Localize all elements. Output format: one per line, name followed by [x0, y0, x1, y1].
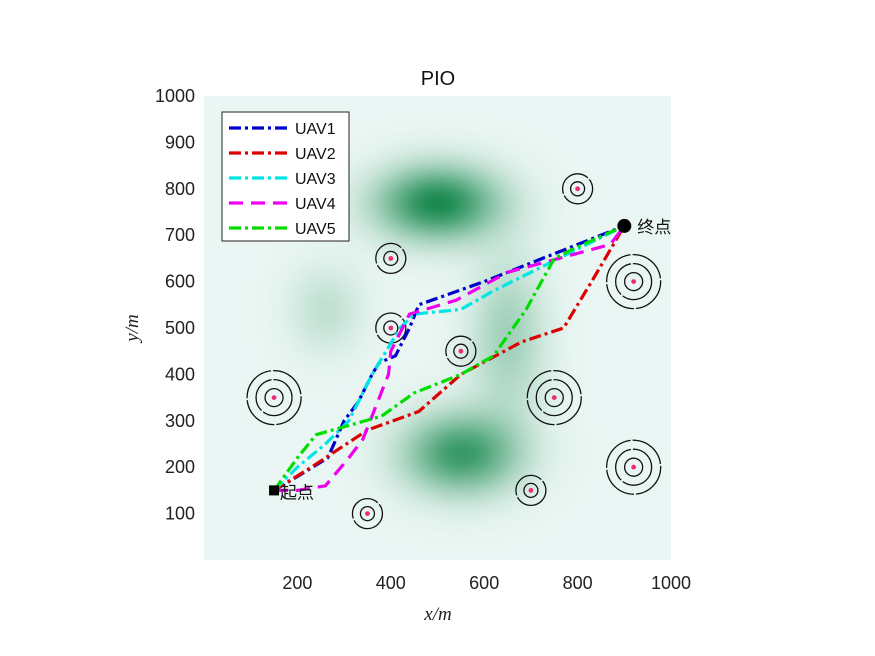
- threat-ring: [246, 369, 302, 426]
- path-uav4: [274, 224, 626, 492]
- legend-item: UAV3: [229, 171, 336, 188]
- start-marker: [269, 485, 280, 496]
- threat-center: [458, 348, 464, 354]
- path-uav3: [272, 224, 626, 492]
- threat-ring: [445, 335, 477, 367]
- x-tick-label: 600: [469, 573, 499, 593]
- threat-ring: [569, 181, 586, 197]
- threat-ring: [535, 378, 573, 417]
- threat-zone: [605, 253, 662, 310]
- threat-ring: [561, 173, 594, 205]
- threat-ring: [351, 497, 384, 530]
- threat-ring: [605, 253, 662, 310]
- threat-zone: [561, 173, 594, 205]
- threat-center: [575, 186, 580, 192]
- threat-ring: [383, 320, 399, 336]
- threat-zone: [526, 369, 582, 426]
- threat-center: [365, 511, 370, 516]
- threat-zone: [246, 369, 302, 426]
- legend-label: UAV4: [295, 196, 336, 213]
- legend-item: UAV2: [229, 146, 336, 163]
- threat-ring: [526, 369, 582, 426]
- legend: UAV1 UAV2 UAV3 UAV4 UAV5: [221, 111, 350, 242]
- threat-ring: [515, 474, 547, 507]
- threat-ring: [375, 242, 407, 275]
- y-tick-label: 900: [165, 132, 195, 152]
- y-tick-label: 300: [165, 411, 195, 431]
- threat-center: [388, 256, 394, 261]
- y-tick-label: 700: [165, 225, 195, 245]
- threat-center: [528, 488, 534, 493]
- chart-title: PIO: [421, 68, 455, 90]
- start-label: 起点: [280, 483, 314, 503]
- threat-ring: [255, 378, 293, 417]
- y-tick-label: 600: [165, 272, 195, 292]
- legend-label: UAV1: [295, 121, 336, 138]
- threat-ring: [359, 505, 376, 522]
- threat-zone: [351, 497, 384, 530]
- y-tick-label: 200: [165, 457, 195, 477]
- threat-ring: [544, 387, 564, 408]
- y-axis-ticks: 100 200 300 400 500 600 700 800 900 1000: [155, 86, 195, 524]
- end-marker: [617, 218, 632, 233]
- legend-item: UAV5: [229, 221, 336, 238]
- y-tick-label: 400: [165, 364, 195, 384]
- path-uav2: [273, 225, 626, 492]
- threat-zone: [375, 242, 407, 275]
- x-tick-label: 200: [282, 573, 312, 593]
- legend-label: UAV2: [295, 146, 336, 163]
- legend-label: UAV5: [295, 221, 336, 238]
- y-axis-label: y/m: [122, 314, 143, 343]
- threat-center: [271, 395, 277, 400]
- threat-center: [551, 395, 557, 400]
- threat-ring: [614, 262, 653, 301]
- threat-zone: [515, 474, 547, 507]
- threat-center: [631, 464, 637, 470]
- legend-label: UAV3: [295, 171, 336, 188]
- threat-ring: [383, 250, 399, 267]
- threat-ring: [623, 271, 644, 292]
- y-tick-label: 1000: [155, 86, 195, 106]
- threat-zone: [605, 439, 662, 495]
- y-tick-label: 100: [165, 504, 195, 524]
- threat-center: [631, 279, 637, 284]
- threat-ring: [623, 457, 644, 477]
- threat-center: [388, 325, 394, 331]
- start-end-markers: 起点 终点: [269, 218, 671, 503]
- x-tick-label: 1000: [651, 573, 691, 593]
- y-tick-label: 500: [165, 318, 195, 338]
- threat-ring: [453, 343, 469, 359]
- x-tick-label: 800: [563, 573, 593, 593]
- y-tick-label: 800: [165, 179, 195, 199]
- threat-ring: [614, 448, 653, 486]
- x-axis-ticks: 200 400 600 800 1000: [282, 573, 691, 593]
- x-axis-label: x/m: [423, 604, 451, 625]
- legend-item: UAV1: [229, 121, 336, 138]
- end-label: 终点: [637, 218, 671, 238]
- x-tick-label: 400: [376, 573, 406, 593]
- legend-item: UAV4: [229, 196, 336, 213]
- threat-zone: [445, 335, 477, 367]
- threat-ring: [264, 387, 284, 408]
- uav-paths: [272, 224, 626, 492]
- threat-ring: [523, 482, 539, 499]
- threat-ring: [605, 439, 662, 495]
